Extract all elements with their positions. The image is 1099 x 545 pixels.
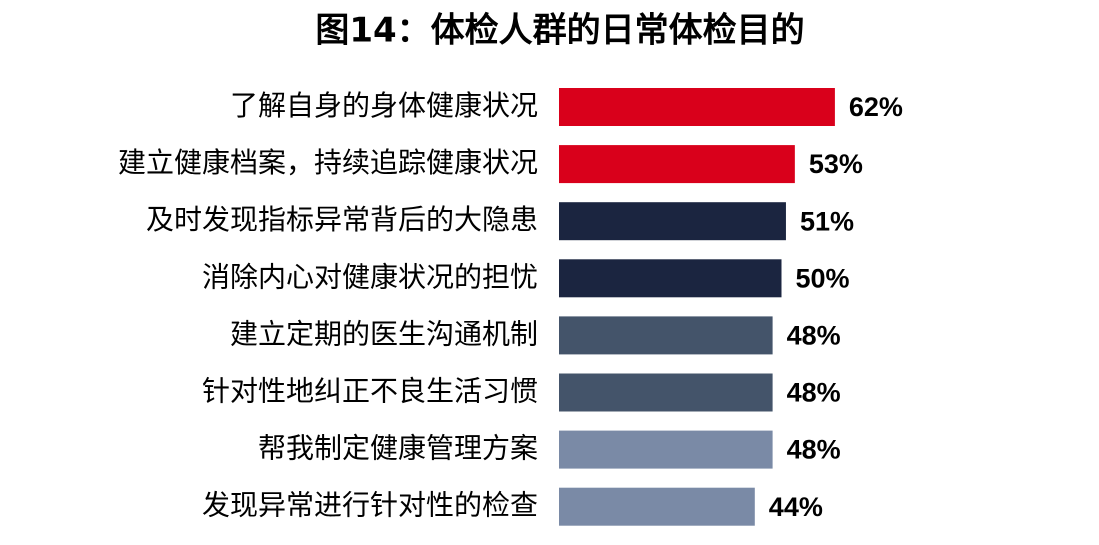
bar xyxy=(559,88,835,126)
category-label: 帮我制定健康管理方案 xyxy=(258,432,538,465)
bar xyxy=(559,202,786,241)
value-label: 48% xyxy=(787,378,841,408)
bar xyxy=(559,259,782,298)
category-label: 及时发现指标异常背后的大隐患 xyxy=(146,203,538,236)
bar xyxy=(559,316,773,355)
category-label: 建立健康档案，持续追踪健康状况 xyxy=(118,146,538,179)
category-label: 建立定期的医生沟通机制 xyxy=(230,317,538,350)
value-label: 48% xyxy=(787,321,841,351)
bar xyxy=(559,487,755,526)
bar xyxy=(559,373,773,412)
chart-title: 图14：体检人群的日常体检目的 xyxy=(315,11,804,51)
category-label: 针对性地纠正不良生活习惯 xyxy=(202,375,538,408)
value-label: 53% xyxy=(809,149,863,179)
value-label: 44% xyxy=(769,492,823,522)
category-label: 了解自身的身体健康状况 xyxy=(230,89,538,122)
category-label: 消除内心对健康状况的担忧 xyxy=(202,260,538,293)
value-label: 48% xyxy=(787,435,841,465)
bar xyxy=(559,430,773,469)
category-label: 发现异常进行针对性的检查 xyxy=(202,489,538,522)
value-label: 51% xyxy=(800,206,854,236)
value-label: 62% xyxy=(849,92,903,122)
bar xyxy=(559,145,795,184)
value-label: 50% xyxy=(796,263,850,293)
